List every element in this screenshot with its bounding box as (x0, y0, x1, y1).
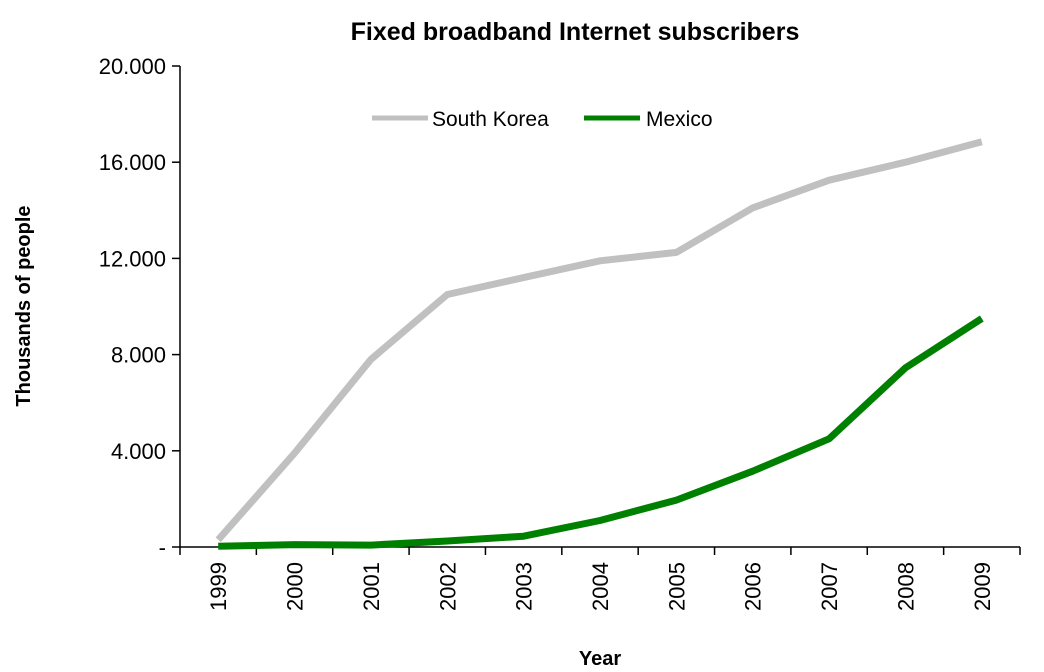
legend: South Korea Mexico (372, 108, 713, 131)
legend-label: Mexico (646, 108, 713, 131)
x-tick-label: 2009 (970, 562, 995, 611)
x-tick-label: 2006 (741, 562, 766, 611)
series-line-south-korea (215, 138, 983, 543)
series-line-mexico (218, 315, 984, 550)
legend-item: Mexico (584, 108, 713, 131)
series-layer (215, 138, 984, 550)
y-axis-title: Thousands of people (13, 205, 35, 406)
x-tick-label: 2007 (817, 562, 842, 611)
x-tick-label: 1999 (206, 562, 231, 611)
y-tick-label: 4.000 (111, 439, 166, 464)
legend-item: South Korea (372, 108, 549, 131)
x-tick-label: 2005 (664, 562, 689, 611)
legend-label: South Korea (432, 108, 549, 131)
x-tick-label: 2004 (588, 562, 613, 611)
y-tick-label: 16.000 (99, 150, 166, 175)
x-tick-label: 2000 (283, 562, 308, 611)
x-tick-label: 2002 (435, 562, 460, 611)
x-tick-label: 2003 (512, 562, 537, 611)
y-tick-label: 8.000 (111, 343, 166, 368)
x-axis-title: Year (579, 648, 621, 670)
x-tick-label: 2001 (359, 562, 384, 611)
y-tick-label: - (159, 535, 166, 560)
y-tick-label: 12.000 (99, 246, 166, 271)
x-tick-label: 2008 (893, 562, 918, 611)
chart-title: Fixed broadband Internet subscribers (351, 18, 800, 46)
axes: - 4.000 8.000 12.000 16.000 20.000 1999 2000 200… (99, 54, 1021, 611)
y-tick-label: 20.000 (99, 54, 166, 79)
